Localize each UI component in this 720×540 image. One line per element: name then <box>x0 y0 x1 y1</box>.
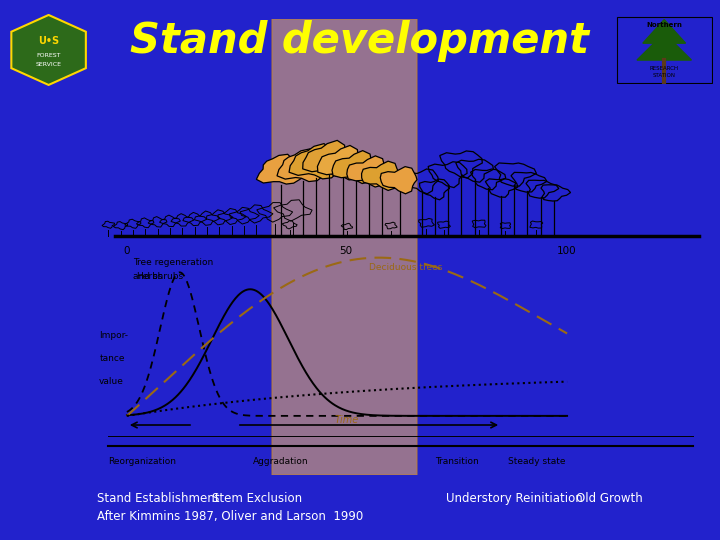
Text: Stand development: Stand development <box>130 19 590 62</box>
Text: Aggradation: Aggradation <box>253 457 309 466</box>
Text: Stem Exclusion: Stem Exclusion <box>212 492 302 505</box>
Text: value: value <box>99 377 124 386</box>
Polygon shape <box>12 15 86 85</box>
Text: Transition: Transition <box>435 457 479 466</box>
Text: tance: tance <box>99 354 125 363</box>
Text: After Kimmins 1987, Oliver and Larson  1990: After Kimmins 1987, Oliver and Larson 19… <box>97 510 364 523</box>
Text: 0: 0 <box>124 246 130 256</box>
Polygon shape <box>380 167 417 194</box>
Text: and shrubs: and shrubs <box>133 272 183 281</box>
Text: Understory Reinitiation: Understory Reinitiation <box>446 492 583 505</box>
Polygon shape <box>361 161 400 191</box>
Text: 50: 50 <box>339 246 352 256</box>
Text: 100: 100 <box>557 246 577 256</box>
Text: Steady state: Steady state <box>508 457 565 466</box>
Text: Old Growth: Old Growth <box>576 492 643 505</box>
FancyBboxPatch shape <box>272 19 418 475</box>
Polygon shape <box>637 33 691 60</box>
Text: SERVICE: SERVICE <box>35 62 62 67</box>
Polygon shape <box>332 151 377 184</box>
Text: Reorganization: Reorganization <box>109 457 176 466</box>
Polygon shape <box>302 140 354 176</box>
Text: STATION: STATION <box>653 73 675 78</box>
Text: FOREST: FOREST <box>36 53 61 58</box>
Polygon shape <box>643 19 685 43</box>
Text: Northern: Northern <box>647 22 682 28</box>
Text: Tree regeneration: Tree regeneration <box>133 258 213 267</box>
Polygon shape <box>277 149 328 181</box>
Polygon shape <box>318 145 365 180</box>
Text: U•S: U•S <box>38 36 59 46</box>
Text: RESEARCH: RESEARCH <box>649 66 679 71</box>
Text: Impor-: Impor- <box>99 332 128 340</box>
Polygon shape <box>256 154 306 184</box>
Polygon shape <box>347 156 389 187</box>
Text: Herbs: Herbs <box>136 272 163 281</box>
Text: Time: Time <box>335 415 359 425</box>
Text: Stand Establishment: Stand Establishment <box>97 492 220 505</box>
Text: Deciduous trees: Deciduous trees <box>369 263 442 272</box>
Polygon shape <box>289 144 341 179</box>
